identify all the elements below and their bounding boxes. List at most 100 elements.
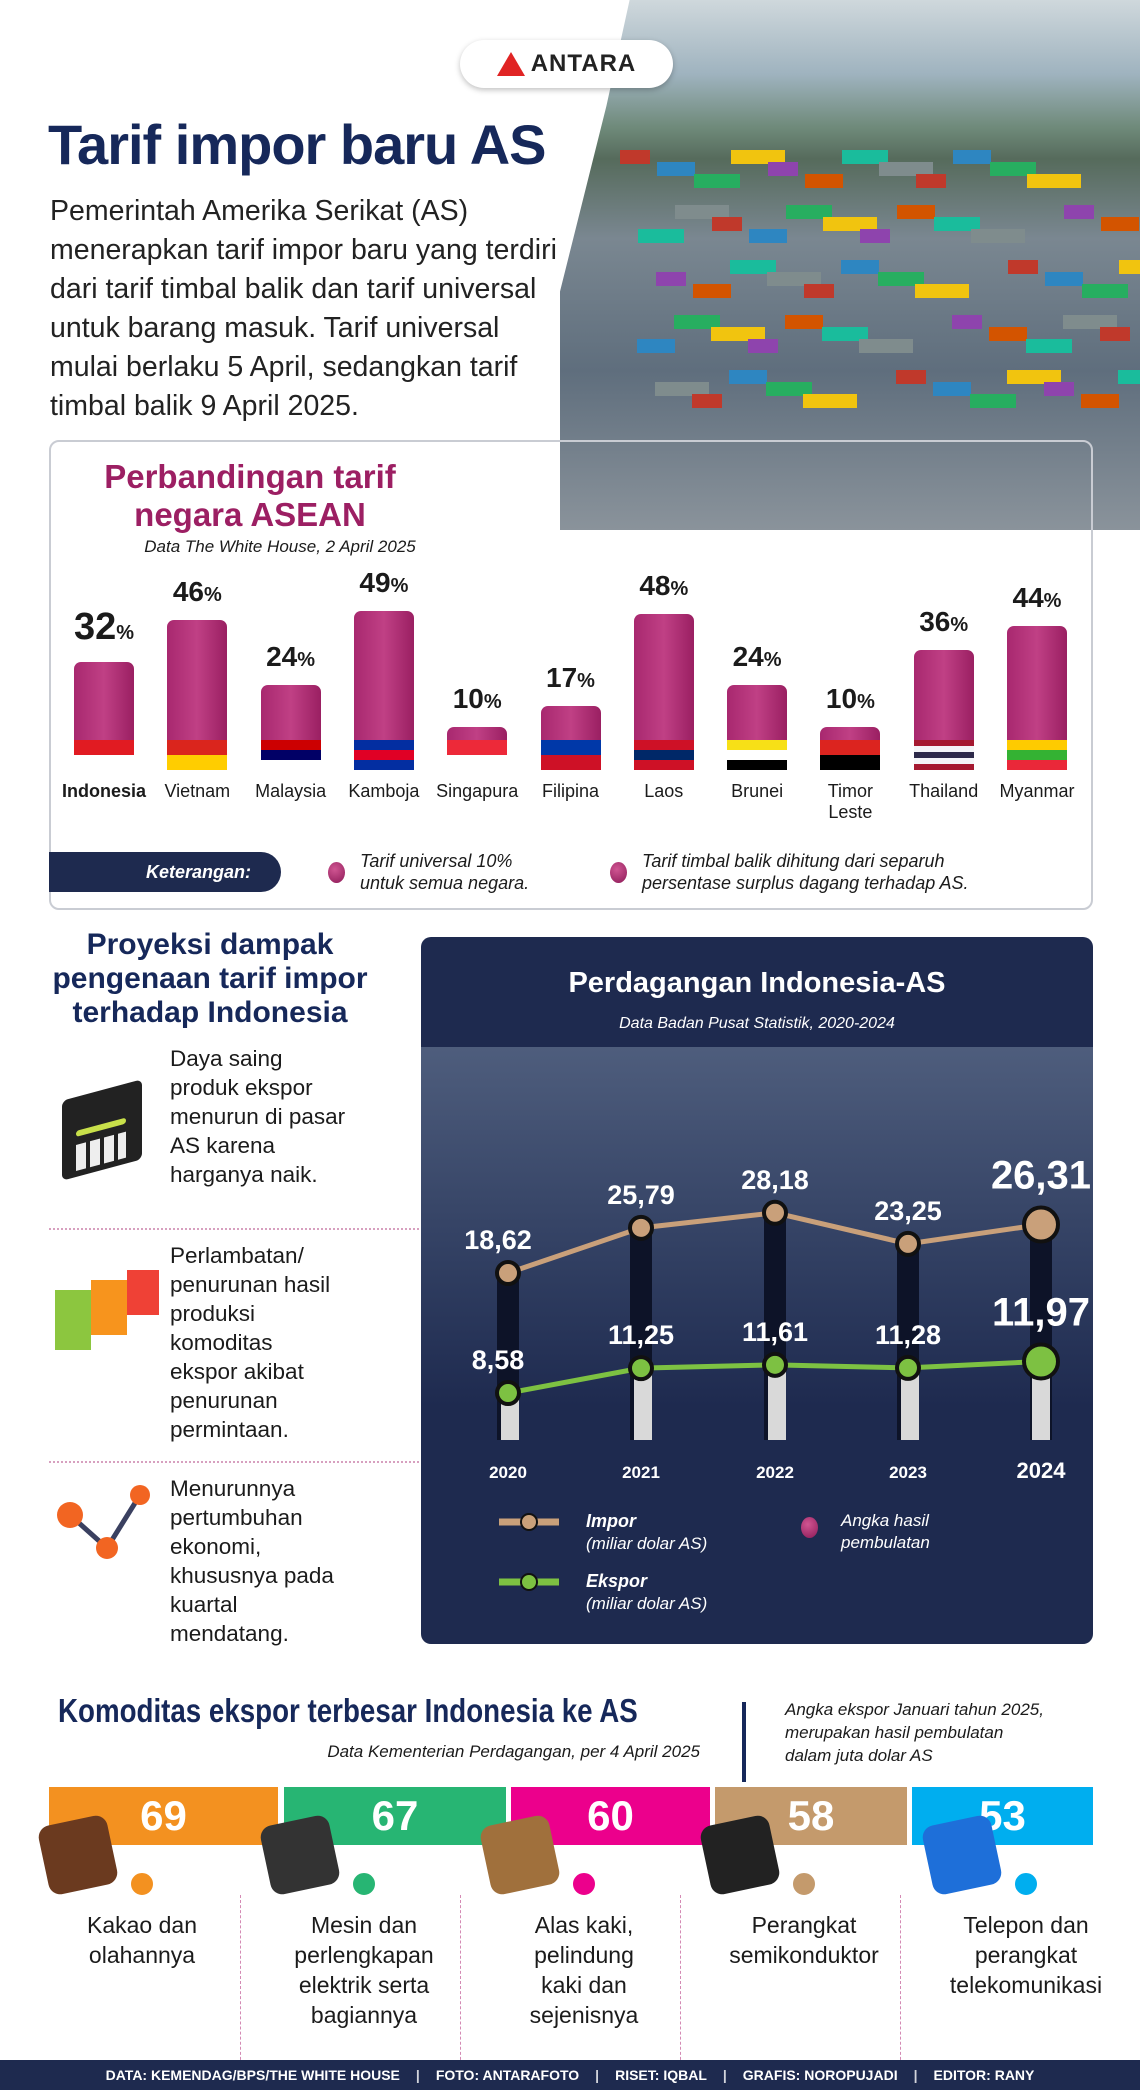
projection-line: produk ekspor: [170, 1075, 313, 1100]
title-line: Proyeksi dampak: [86, 928, 334, 961]
commodity-dot: [1012, 1870, 1040, 1898]
label-line: semikonduktor: [729, 1942, 879, 1968]
tariff-value: 32%: [59, 606, 149, 649]
separator: |: [415, 2067, 420, 2083]
ekspor-column: [901, 1367, 919, 1440]
tariff-bar: [447, 726, 508, 770]
intro-paragraph: Pemerintah Amerika Serikat (AS) menerapka…: [50, 192, 670, 426]
container-block: [620, 150, 650, 164]
country-label: Indonesia: [61, 781, 146, 801]
commodity-dot: [570, 1870, 598, 1898]
value-unit: %: [950, 613, 969, 636]
tariff-value: 48%: [619, 570, 709, 602]
container-block: [1045, 272, 1083, 286]
data-point-impor: [895, 1230, 921, 1257]
tariff-bar: [260, 685, 321, 770]
commodity-note: Angka ekspor Januari tahun 2025, merupaka…: [785, 1698, 1105, 1767]
container-block: [1063, 315, 1117, 329]
credit-graphics: GRAFIS: NOROPUJADI: [742, 2067, 898, 2083]
projection-line: harganya naik.: [170, 1162, 318, 1187]
flag-icon: [353, 739, 414, 770]
legend-unit: (miliar dolar AS): [586, 1534, 708, 1553]
tariff-bar: [633, 614, 694, 770]
data-label: 11,25: [608, 1320, 674, 1350]
year-label: 2022: [756, 1463, 794, 1482]
data-label: 26,31: [991, 1154, 1091, 1198]
legend-line: persentase surplus dagang terhadap AS.: [642, 873, 969, 893]
projection-line: ekspor akibat: [170, 1359, 304, 1384]
country-label: Brunei: [731, 781, 784, 801]
tariff-bar: [353, 611, 414, 770]
container-block: [896, 370, 926, 384]
value-unit: %: [670, 578, 689, 601]
tariff-bar: [74, 661, 134, 770]
label-line: elektrik serta: [298, 1972, 430, 1998]
container-block: [731, 150, 785, 164]
container-block: [675, 205, 729, 219]
flag-icon: [633, 739, 694, 770]
container-block: [1081, 394, 1119, 408]
commodity-label: Perangkat semikonduktor: [694, 1910, 914, 1970]
trade-line-chart: 2020 2021 2022 2023 2024 18,62 25,79 28,18 23,25…: [464, 1154, 1091, 1483]
data-point-impor: [495, 1260, 521, 1286]
container-block: [674, 315, 720, 329]
container-block: [934, 217, 980, 231]
asean-tariff-panel: [49, 440, 1093, 910]
intro-line: menerapkan tarif impor baru yang terdiri: [50, 234, 557, 266]
tariff-value: 10%: [805, 683, 895, 715]
projection-line: Menurunnya: [170, 1476, 296, 1501]
asean-source: Data The White House, 2 April 2025: [144, 537, 416, 556]
credit-photo: FOTO: ANTARAFOTO: [435, 2067, 580, 2083]
legend-label: Keterangan:: [49, 852, 281, 892]
legend-line: Angka hasil: [841, 1511, 929, 1530]
flag-icon: [167, 739, 228, 770]
tariff-value: 17%: [526, 662, 616, 694]
value-number: 49: [359, 567, 391, 599]
legend-dot-icon: [610, 862, 627, 883]
year-label: 2023: [889, 1463, 927, 1482]
data-point-ekspor: [895, 1354, 921, 1381]
flag-icon: [913, 739, 974, 770]
container-block: [711, 327, 765, 341]
data-label: 23,25: [874, 1196, 942, 1226]
label-line: Alas kaki,: [534, 1912, 634, 1938]
projection-line: AS karena: [170, 1133, 276, 1158]
projection-item-2: Perlambatan/penurunan hasil produksi komod…: [170, 1241, 390, 1444]
container-block: [1082, 284, 1128, 298]
credit-editor: EDITOR: RANY: [933, 2067, 1035, 2083]
container-block: [729, 370, 767, 384]
projection-line: pertumbuhan: [170, 1505, 303, 1530]
country-label: Filipina: [541, 781, 600, 801]
container-block: [952, 315, 982, 329]
container-block: [712, 217, 742, 231]
legend-line: untuk semua negara.: [360, 873, 530, 893]
container-block: [804, 284, 834, 298]
country-label: Singapura: [436, 781, 519, 801]
commodity-label: Alas kaki, pelindung kaki dan sejenisnya: [474, 1910, 694, 2030]
container-block: [656, 272, 686, 286]
container-block: [970, 394, 1016, 408]
legend-reciprocal: Tarif timbal balik dihitung dari separuh…: [642, 850, 969, 894]
label-line: Mesin dan: [310, 1912, 418, 1938]
data-label: 18,62: [464, 1225, 532, 1255]
divider: [240, 1895, 241, 2070]
plug-icon: [258, 1813, 342, 1897]
flag-icon: [74, 739, 134, 770]
logo-text: ANTARA: [530, 50, 637, 77]
asean-chart-title: Perbandingan tarif negara ASEAN: [100, 458, 400, 534]
commodity-dot: [350, 1870, 378, 1898]
label-line: kaki dan: [541, 1972, 627, 1998]
container-block: [766, 382, 812, 396]
container-block: [638, 229, 684, 243]
separator: |: [913, 2067, 918, 2083]
tariff-bar: [167, 620, 228, 770]
container-block: [879, 162, 933, 176]
container-block: [655, 382, 709, 396]
title-line: terhadap Indonesia: [72, 996, 348, 1029]
container-block: [989, 327, 1027, 341]
projection-line: khususnya pada: [170, 1563, 334, 1588]
container-block: [841, 260, 879, 274]
value-unit: %: [857, 690, 875, 713]
label-line: Kakao dan: [87, 1912, 197, 1938]
projection-item-3: Menurunnya pertumbuhan ekonomi, khususnya p…: [170, 1474, 390, 1648]
